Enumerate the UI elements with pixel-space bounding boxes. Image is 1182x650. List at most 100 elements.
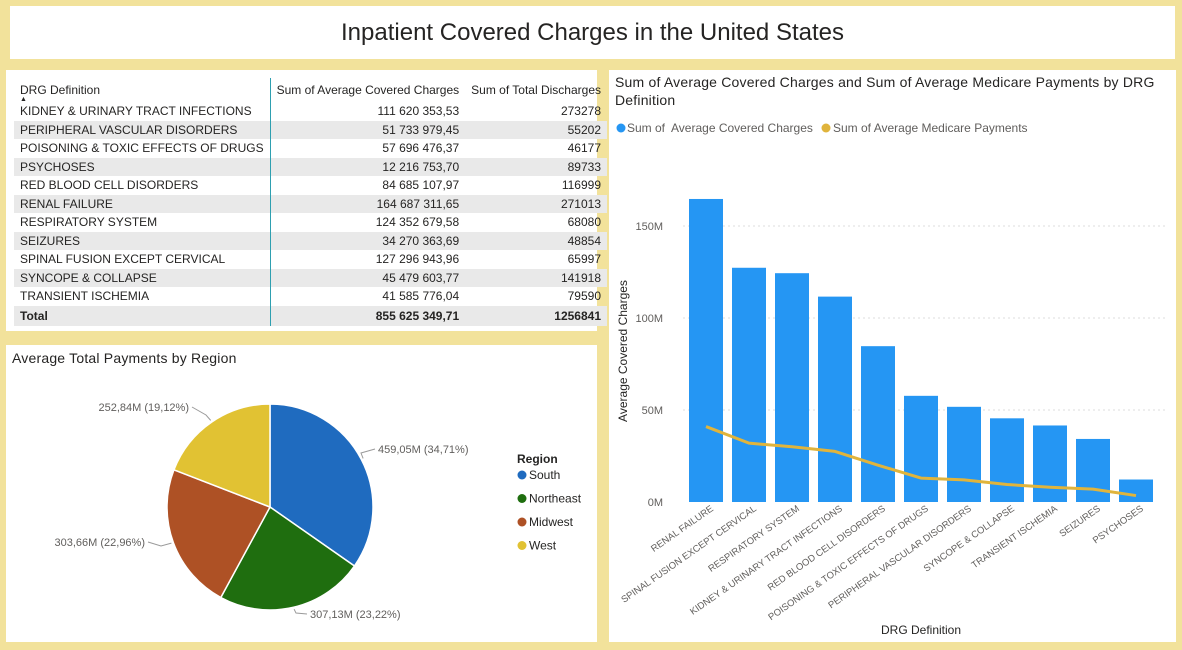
- pie-leader-line: [147, 541, 172, 547]
- table-row[interactable]: SEIZURES 34 270 363,69 48854: [14, 231, 607, 250]
- cell-drg: RESPIRATORY SYSTEM: [14, 213, 271, 232]
- cell-discharges: 141918: [465, 268, 607, 287]
- cell-drg: PSYCHOSES: [14, 157, 271, 176]
- bar-covered-charges[interactable]: [1033, 425, 1067, 502]
- table-row[interactable]: RED BLOOD CELL DISORDERS 84 685 107,97 116…: [14, 176, 607, 195]
- cell-covered-charges: 41 585 776,04: [382, 289, 460, 304]
- legend-item-northeast[interactable]: Northeast: [529, 492, 582, 506]
- table-row[interactable]: SYNCOPE & COLLAPSE 45 479 603,77 141918: [14, 268, 607, 287]
- bar-chart-title: Sum of Average Covered Charges and Sum o…: [615, 74, 1155, 108]
- cell-drg: SEIZURES: [14, 231, 271, 250]
- column-header-label: Sum of Total Discharges: [471, 83, 601, 97]
- legend-marker-medicare-payments[interactable]: [821, 123, 831, 133]
- y-axis-label: Average Covered Charges: [616, 280, 630, 422]
- column-header-label: DRG Definition: [20, 83, 101, 97]
- bar-covered-charges[interactable]: [775, 273, 809, 502]
- cell-discharges: 48854: [465, 231, 607, 250]
- cell-discharges: 68080: [567, 215, 601, 230]
- legend-item-west[interactable]: West: [529, 539, 557, 553]
- line-medicare-payments[interactable]: [705, 425, 1137, 498]
- table-row[interactable]: SPINAL FUSION EXCEPT CERVICAL 127 296 943…: [14, 250, 607, 269]
- bar-covered-charges[interactable]: [689, 198, 723, 502]
- cell-covered-charges: 51 733 979,45: [270, 120, 466, 139]
- cell-drg: PERIPHERAL VASCULAR DISORDERS: [14, 120, 271, 139]
- table-row[interactable]: PERIPHERAL VASCULAR DISORDERS 51 733 979,…: [14, 120, 607, 139]
- pie-leader-line: [360, 448, 376, 459]
- pie-slice-northeast[interactable]: [219, 505, 356, 611]
- cell-discharges: 116999: [561, 178, 601, 193]
- bar-covered-charges[interactable]: [861, 346, 895, 502]
- column-header-discharges[interactable]: Sum of Total Discharges: [465, 78, 607, 102]
- cell-covered-charges: 34 270 363,69: [270, 231, 466, 250]
- cell-covered-charges: 45 479 603,77: [270, 268, 466, 287]
- legend-item-south[interactable]: South: [529, 468, 560, 482]
- table-row[interactable]: POISONING & TOXIC EFFECTS OF DRUGS 57 696…: [14, 139, 607, 158]
- pie-chart-panel: Average Total Payments by Region 459,05M…: [6, 345, 597, 642]
- legend-marker-west[interactable]: [517, 541, 527, 550]
- cell-discharges: 65997: [567, 252, 601, 267]
- pie-data-label: 252,84M (19,12%): [99, 402, 190, 414]
- table-row[interactable]: RESPIRATORY SYSTEM 124 352 679,58 68080: [14, 213, 607, 232]
- table-body: KIDNEY & URINARY TRACT INFECTIONS 111 620…: [14, 102, 607, 326]
- table-total-row[interactable]: Total 855 625 349,71 1256841: [14, 305, 607, 326]
- y-tick-label: 50M: [642, 405, 663, 417]
- table-row[interactable]: RENAL FAILURE 164 687 311,65 271013: [14, 194, 607, 213]
- table-row[interactable]: KIDNEY & URINARY TRACT INFECTIONS 111 620…: [14, 102, 607, 121]
- drg-table: DRG Definition ▲ Sum of Average Covered …: [14, 78, 608, 326]
- cell-covered-charges: 84 685 107,97: [382, 178, 460, 193]
- bar-covered-charges[interactable]: [990, 418, 1024, 502]
- sort-ascending-icon[interactable]: ▲: [20, 96, 27, 103]
- bar-covered-charges[interactable]: [947, 406, 981, 502]
- pie-data-label: 459,05M (34,71%): [378, 444, 469, 456]
- pie-legend-title: Region: [517, 452, 558, 466]
- legend-marker-northeast[interactable]: [517, 494, 527, 503]
- bar-chart: Sum of Average Covered Charges Sum of Ave…: [616, 121, 1167, 637]
- pie-slice-south[interactable]: [269, 403, 374, 568]
- bar-covered-charges[interactable]: [818, 296, 852, 502]
- bar-covered-charges[interactable]: [732, 267, 766, 502]
- cell-covered-charges: 164 687 311,65: [270, 194, 466, 213]
- legend-item-medicare-payments[interactable]: Sum of Average Medicare Payments: [833, 121, 1028, 135]
- cell-covered-charges: 855 625 349,71: [270, 305, 466, 326]
- pie-data-label: 303,66M (22,96%): [55, 537, 146, 549]
- cell-drg: SYNCOPE & COLLAPSE: [14, 268, 271, 287]
- table-row[interactable]: PSYCHOSES 12 216 753,70 89733: [14, 157, 607, 176]
- cell-covered-charges: 111 620 353,53: [377, 104, 460, 119]
- cell-covered-charges: 127 296 943,96: [375, 252, 460, 267]
- column-header-covered-charges[interactable]: Sum of Average Covered Charges: [270, 78, 465, 102]
- legend-marker-south[interactable]: [517, 470, 527, 480]
- cell-drg: RED BLOOD CELL DISORDERS: [14, 176, 271, 195]
- cell-covered-charges: 12 216 753,70: [270, 157, 466, 176]
- legend-marker-midwest[interactable]: [517, 517, 527, 527]
- legend-item-covered-charges[interactable]: Sum of Average Covered Charges: [627, 121, 813, 135]
- cell-drg: SPINAL FUSION EXCEPT CERVICAL: [14, 250, 271, 269]
- bar-covered-charges[interactable]: [904, 395, 938, 502]
- pie-slice-west[interactable]: [172, 403, 271, 509]
- cell-drg: POISONING & TOXIC EFFECTS OF DRUGS: [14, 139, 271, 158]
- pie-slice-midwest[interactable]: [166, 468, 272, 599]
- y-tick-label: 0M: [648, 497, 663, 509]
- title-panel: Inpatient Covered Charges in the United …: [10, 6, 1175, 59]
- table-header-row: DRG Definition ▲ Sum of Average Covered …: [14, 78, 607, 103]
- cell-discharges: 1256841: [465, 305, 607, 326]
- cell-discharges: 79590: [567, 289, 601, 304]
- column-header-label: Sum of Average Covered Charges: [276, 83, 460, 97]
- y-tick-label: 150M: [635, 221, 663, 233]
- cell-drg: KIDNEY & URINARY TRACT INFECTIONS: [14, 102, 271, 121]
- bar-covered-charges[interactable]: [1119, 479, 1153, 502]
- page-title: Inpatient Covered Charges in the United …: [341, 18, 844, 46]
- legend-marker-covered-charges[interactable]: [616, 123, 626, 133]
- y-tick-label: 100M: [635, 313, 663, 325]
- pie-leader-line: [293, 608, 308, 615]
- table-panel: DRG Definition ▲ Sum of Average Covered …: [6, 70, 607, 331]
- cell-drg: Total: [14, 305, 271, 326]
- legend-item-midwest[interactable]: Midwest: [529, 515, 574, 529]
- column-header-drg[interactable]: DRG Definition ▲: [14, 78, 271, 103]
- table-row[interactable]: TRANSIENT ISCHEMIA 41 585 776,04 79590: [14, 287, 607, 306]
- bar-covered-charges[interactable]: [1076, 438, 1110, 502]
- cell-drg: TRANSIENT ISCHEMIA: [14, 287, 271, 306]
- pie-chart-title: Average Total Payments by Region: [12, 350, 237, 366]
- cell-discharges: 89733: [465, 157, 607, 176]
- pie-leader-line: [191, 406, 212, 421]
- cell-discharges: 273278: [560, 104, 601, 119]
